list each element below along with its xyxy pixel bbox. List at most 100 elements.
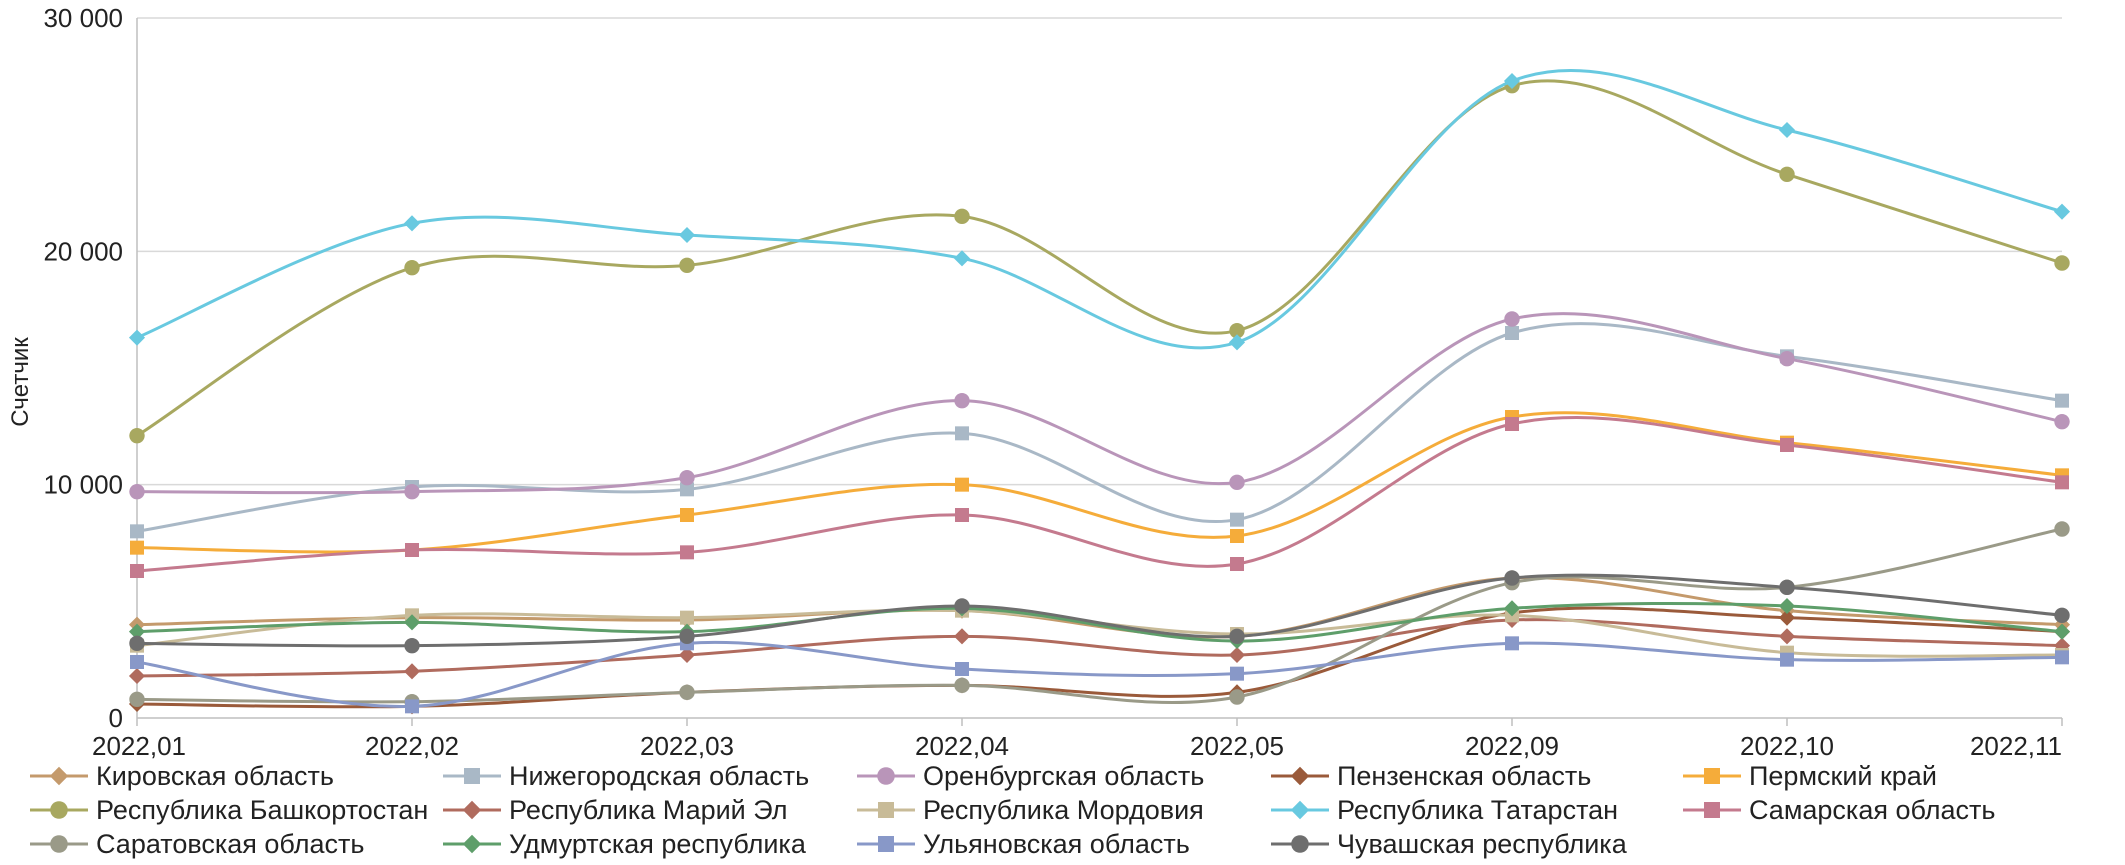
data-point: [953, 628, 971, 645]
data-point: [403, 663, 421, 680]
legend-label: Ульяновская область: [923, 829, 1190, 859]
legend-item: Республика Мордовия: [857, 795, 1204, 825]
data-point: [2055, 650, 2069, 665]
legend-item: Пермский край: [1683, 761, 1937, 791]
data-point: [128, 623, 146, 640]
data-point: [403, 614, 421, 631]
series-line: [135, 573, 2064, 648]
legend-label: Чувашская республика: [1337, 829, 1628, 859]
legend-item: Кировская область: [30, 761, 334, 791]
legend-item: Республика Марий Эл: [443, 795, 788, 825]
data-point: [680, 508, 694, 522]
legend-swatch-marker: [1704, 802, 1720, 818]
data-point: [2055, 475, 2069, 490]
data-point: [1778, 597, 1796, 615]
legend-label: Пензенская область: [1337, 761, 1591, 791]
series-line: [135, 79, 2064, 438]
x-tick-label: 2022,01: [92, 731, 186, 761]
series-2: [129, 311, 2070, 500]
legend: Кировская область Нижегородская область Ор…: [30, 761, 1995, 859]
legend-swatch-marker: [462, 800, 482, 820]
legend-label: Республика Татарстан: [1337, 795, 1618, 825]
data-point: [405, 543, 419, 557]
legend-label: Удмуртская республика: [509, 829, 807, 859]
series-lines: [128, 68, 2071, 715]
legend-item: Республика Татарстан: [1271, 795, 1618, 825]
data-point: [680, 545, 694, 560]
series-line: [135, 416, 2064, 573]
y-tick-label: 0: [109, 703, 123, 733]
legend-label: Самарская область: [1749, 795, 1995, 825]
data-point: [1779, 166, 1795, 183]
data-point: [955, 426, 969, 441]
data-point: [404, 483, 420, 500]
data-point: [1503, 72, 1521, 90]
data-point: [1503, 600, 1521, 617]
legend-swatch-marker: [50, 835, 68, 853]
legend-label: Оренбургская область: [923, 761, 1204, 791]
legend-item: Саратовская область: [30, 829, 364, 859]
data-point: [678, 226, 696, 244]
data-point: [680, 482, 694, 497]
data-point: [680, 610, 694, 625]
x-tick-label: 2022,05: [1190, 731, 1284, 761]
data-point: [679, 469, 695, 486]
series-line: [135, 618, 2064, 678]
legend-item: Нижегородская область: [443, 761, 809, 791]
data-point: [1230, 529, 1244, 543]
data-point: [1230, 557, 1244, 571]
legend-swatch-marker: [462, 834, 482, 854]
data-point: [130, 655, 144, 669]
data-point: [404, 259, 420, 276]
data-point: [1505, 326, 1519, 340]
data-point: [1229, 628, 1245, 645]
series-line: [135, 606, 2064, 709]
legend-swatch-marker: [50, 801, 68, 819]
x-tick-label: 2022,04: [915, 731, 1009, 761]
data-point: [129, 691, 145, 708]
data-point: [1779, 350, 1795, 367]
y-tick-label: 10 000: [43, 470, 123, 500]
data-point: [130, 564, 144, 578]
data-point: [405, 699, 419, 714]
data-point: [678, 646, 696, 664]
series-line: [135, 68, 2064, 350]
data-point: [1780, 652, 1794, 667]
x-tick-label: 2022,09: [1465, 731, 1559, 761]
data-point: [1230, 512, 1244, 527]
data-point: [2053, 203, 2071, 220]
x-tick-label: 2022,03: [640, 731, 734, 761]
series-line: [135, 312, 2064, 495]
gridlines: [137, 17, 2062, 486]
legend-item: Пензенская область: [1271, 761, 1591, 791]
data-point: [2054, 413, 2070, 430]
data-point: [2054, 607, 2070, 624]
x-tick-label: 2022,11: [1970, 731, 2062, 761]
legend-item: Оренбургская область: [857, 761, 1204, 791]
data-point: [1504, 311, 1520, 327]
y-tick-label: 20 000: [43, 236, 123, 266]
legend-label: Пермский край: [1749, 761, 1937, 791]
series-line: [135, 601, 2064, 643]
data-point: [128, 329, 146, 346]
data-point: [679, 628, 695, 645]
series-8: [128, 68, 2071, 351]
data-point: [1230, 666, 1244, 681]
legend-swatch-marker: [878, 802, 894, 818]
legend-item: Удмуртская республика: [443, 829, 807, 859]
data-point: [1229, 689, 1245, 705]
data-point: [128, 667, 146, 685]
data-point: [955, 508, 969, 522]
data-point: [403, 215, 421, 232]
data-point: [1779, 579, 1795, 596]
data-point: [1504, 570, 1520, 586]
legend-swatch-marker: [49, 766, 69, 786]
legend-swatch-marker: [878, 836, 894, 852]
data-point: [955, 662, 969, 676]
legend-swatch-marker: [1704, 768, 1720, 784]
legend-label: Республика Марий Эл: [509, 795, 788, 825]
legend-swatch-marker: [1291, 835, 1309, 853]
data-point: [404, 637, 420, 654]
legend-label: Республика Мордовия: [923, 795, 1204, 825]
